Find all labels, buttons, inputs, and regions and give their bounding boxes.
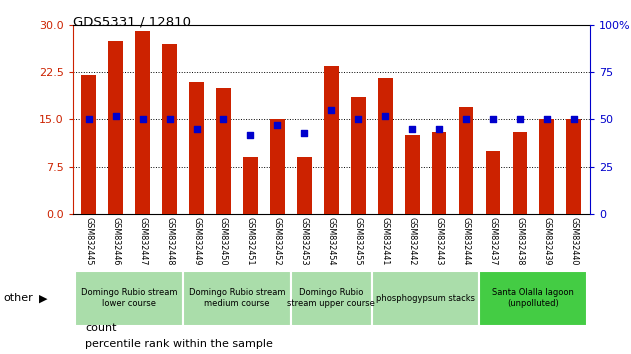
Bar (372, 271, 480, 326)
Point (245, 132, 256, 137)
Bar (270, 119, 285, 214)
Bar (75, 271, 183, 326)
Text: GSM832437: GSM832437 (488, 217, 497, 266)
Text: GSM832442: GSM832442 (408, 217, 416, 266)
Bar (183, 271, 291, 326)
Bar (135, 31, 150, 214)
Point (218, 116, 228, 122)
Point (515, 116, 525, 122)
Bar (243, 157, 258, 214)
Bar (189, 81, 204, 214)
Text: GSM832439: GSM832439 (543, 217, 551, 266)
Bar (459, 107, 473, 214)
Text: percentile rank within the sample: percentile rank within the sample (85, 339, 273, 349)
Point (326, 107, 336, 113)
Text: count: count (85, 323, 117, 333)
Bar (109, 41, 123, 214)
Point (542, 116, 552, 122)
Text: GSM832445: GSM832445 (84, 217, 93, 266)
Bar (351, 97, 365, 214)
Bar (378, 79, 392, 214)
Text: GSM832444: GSM832444 (461, 217, 471, 266)
Bar (404, 135, 420, 214)
Text: GSM832455: GSM832455 (354, 217, 363, 266)
Text: GSM832451: GSM832451 (246, 217, 255, 266)
Bar (216, 88, 231, 214)
Text: Santa Olalla lagoon
(unpolluted): Santa Olalla lagoon (unpolluted) (492, 288, 574, 308)
Point (138, 116, 148, 122)
Bar (486, 151, 500, 214)
Text: GSM832443: GSM832443 (435, 217, 444, 266)
Point (434, 126, 444, 132)
Point (407, 126, 417, 132)
Text: phosphogypsum stacks: phosphogypsum stacks (376, 294, 475, 303)
Point (461, 116, 471, 122)
Bar (567, 119, 581, 214)
Text: GSM832447: GSM832447 (138, 217, 147, 266)
Point (165, 116, 175, 122)
Text: ▶: ▶ (39, 293, 47, 303)
Bar (540, 119, 554, 214)
Point (299, 130, 309, 136)
Text: GSM832449: GSM832449 (192, 217, 201, 266)
Text: GSM832454: GSM832454 (327, 217, 336, 266)
Bar (162, 44, 177, 214)
Text: GSM832448: GSM832448 (165, 217, 174, 266)
Text: GDS5331 / 12810: GDS5331 / 12810 (73, 16, 191, 29)
Point (380, 113, 390, 119)
Text: other: other (3, 293, 33, 303)
Bar (297, 157, 312, 214)
Bar (512, 132, 528, 214)
Text: Domingo Rubio stream
medium course: Domingo Rubio stream medium course (189, 288, 285, 308)
Point (273, 122, 283, 128)
Text: GSM832453: GSM832453 (300, 217, 309, 266)
Text: GSM832440: GSM832440 (569, 217, 579, 266)
Text: GSM832450: GSM832450 (219, 217, 228, 266)
Point (191, 126, 201, 132)
Bar (480, 271, 587, 326)
Text: Domingo Rubio stream
lower course: Domingo Rubio stream lower course (81, 288, 177, 308)
Point (488, 116, 498, 122)
Bar (324, 66, 339, 214)
Text: GSM832438: GSM832438 (516, 217, 524, 266)
Point (353, 116, 363, 122)
Text: GSM832446: GSM832446 (111, 217, 120, 266)
Point (569, 116, 579, 122)
Point (84, 116, 94, 122)
Bar (432, 132, 447, 214)
Text: GSM832441: GSM832441 (380, 217, 390, 266)
Bar (81, 75, 96, 214)
Text: GSM832452: GSM832452 (273, 217, 282, 266)
Text: Domingo Rubio
stream upper course: Domingo Rubio stream upper course (287, 288, 375, 308)
Point (110, 113, 121, 119)
Bar (291, 271, 372, 326)
